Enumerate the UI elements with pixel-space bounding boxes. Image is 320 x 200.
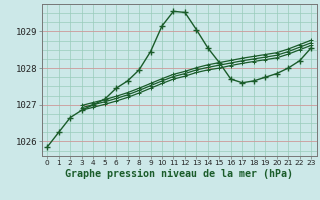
X-axis label: Graphe pression niveau de la mer (hPa): Graphe pression niveau de la mer (hPa)	[65, 169, 293, 179]
